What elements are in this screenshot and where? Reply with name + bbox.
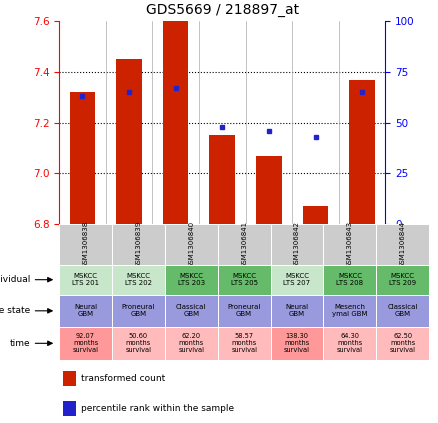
Text: transformed count: transformed count bbox=[81, 374, 166, 383]
Text: GSM1306841: GSM1306841 bbox=[241, 221, 247, 268]
Title: GDS5669 / 218897_at: GDS5669 / 218897_at bbox=[146, 3, 299, 17]
Text: MSKCC
LTS 207: MSKCC LTS 207 bbox=[283, 273, 311, 286]
Text: MSKCC
LTS 208: MSKCC LTS 208 bbox=[336, 273, 364, 286]
Text: 138.30
months
survival: 138.30 months survival bbox=[284, 333, 310, 353]
Text: GSM1306840: GSM1306840 bbox=[188, 221, 194, 268]
Bar bbox=[116, 59, 142, 224]
Text: Mesench
ymal GBM: Mesench ymal GBM bbox=[332, 304, 367, 317]
Text: MSKCC
LTS 203: MSKCC LTS 203 bbox=[178, 273, 205, 286]
Text: Neural
GBM: Neural GBM bbox=[74, 304, 97, 317]
Text: GSM1306838: GSM1306838 bbox=[83, 221, 88, 268]
Text: 62.20
months
survival: 62.20 months survival bbox=[178, 333, 204, 353]
Text: 50.60
months
survival: 50.60 months survival bbox=[125, 333, 152, 353]
Bar bbox=[163, 21, 188, 224]
Text: Neural
GBM: Neural GBM bbox=[286, 304, 309, 317]
Text: 64.30
months
survival: 64.30 months survival bbox=[337, 333, 363, 353]
Bar bbox=[256, 156, 282, 224]
Text: Classical
GBM: Classical GBM bbox=[176, 304, 206, 317]
Text: MSKCC
LTS 209: MSKCC LTS 209 bbox=[389, 273, 417, 286]
Text: Proneural
GBM: Proneural GBM bbox=[122, 304, 155, 317]
Text: individual: individual bbox=[0, 275, 31, 284]
Text: time: time bbox=[10, 339, 31, 348]
Text: GSM1306839: GSM1306839 bbox=[135, 221, 141, 268]
Text: Classical
GBM: Classical GBM bbox=[388, 304, 418, 317]
Text: percentile rank within the sample: percentile rank within the sample bbox=[81, 404, 235, 413]
Text: MSKCC
LTS 205: MSKCC LTS 205 bbox=[231, 273, 258, 286]
Text: GSM1306843: GSM1306843 bbox=[347, 221, 353, 268]
Text: 62.50
months
survival: 62.50 months survival bbox=[390, 333, 416, 353]
Text: 58.57
months
survival: 58.57 months survival bbox=[231, 333, 257, 353]
Bar bbox=[63, 401, 76, 416]
Text: MSKCC
LTS 202: MSKCC LTS 202 bbox=[125, 273, 152, 286]
Bar bbox=[350, 80, 375, 224]
Bar bbox=[209, 135, 235, 224]
Bar bbox=[303, 206, 328, 224]
Text: Proneural
GBM: Proneural GBM bbox=[227, 304, 261, 317]
Text: GSM1306842: GSM1306842 bbox=[294, 221, 300, 268]
Text: MSKCC
LTS 201: MSKCC LTS 201 bbox=[72, 273, 99, 286]
Bar bbox=[63, 371, 76, 386]
Text: GSM1306844: GSM1306844 bbox=[400, 221, 406, 268]
Bar bbox=[70, 92, 95, 224]
Text: 92.07
months
survival: 92.07 months survival bbox=[73, 333, 99, 353]
Text: disease state: disease state bbox=[0, 306, 31, 315]
